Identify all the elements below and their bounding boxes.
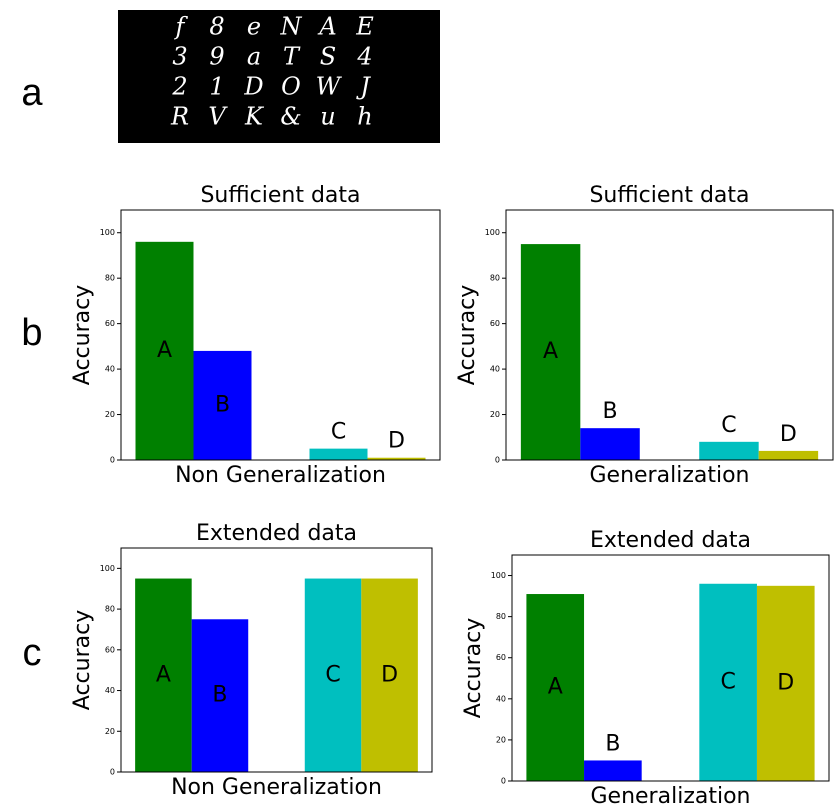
y-axis-label: Accuracy	[70, 285, 95, 385]
glyph: E	[355, 13, 374, 41]
y-tick-label: 40	[490, 365, 500, 374]
y-axis-label: Accuracy	[455, 285, 480, 385]
bar-label: B	[602, 399, 617, 424]
glyph: K	[244, 103, 265, 131]
glyph: 9	[209, 43, 224, 71]
glyph: V	[208, 103, 228, 131]
bar-label: B	[215, 392, 230, 417]
y-tick-label: 20	[496, 735, 506, 744]
bar	[310, 449, 368, 460]
glyph: S	[320, 43, 336, 71]
panel-label: a	[21, 72, 43, 114]
glyph: D	[243, 73, 263, 101]
bar	[759, 451, 818, 460]
bar	[699, 442, 758, 460]
chart-title: Extended data	[196, 521, 357, 546]
glyph: N	[280, 13, 303, 41]
y-tick-label: 0	[495, 456, 500, 465]
glyph: O	[281, 73, 301, 101]
bar-label: A	[548, 675, 563, 700]
bar-label: D	[388, 429, 405, 454]
bar-label: C	[331, 420, 346, 445]
glyph: e	[247, 13, 261, 41]
x-axis-label: Generalization	[590, 463, 750, 488]
y-axis-label: Accuracy	[70, 610, 95, 710]
glyph: R	[170, 103, 189, 131]
y-tick-label: 60	[496, 653, 506, 662]
bar-label: C	[720, 669, 735, 694]
panel-label: c	[23, 632, 42, 674]
y-tick-label: 80	[105, 605, 115, 614]
glyph: 2	[171, 73, 187, 101]
glyph: T	[283, 43, 301, 71]
bar	[584, 760, 642, 781]
y-tick-label: 100	[100, 564, 115, 573]
bar-label: A	[543, 339, 558, 364]
y-tick-label: 40	[496, 694, 506, 703]
bar-label: B	[212, 683, 227, 708]
y-tick-label: 80	[496, 612, 506, 621]
glyph: 1	[209, 73, 224, 101]
glyph: A	[317, 13, 336, 41]
y-tick-label: 60	[105, 645, 115, 654]
glyph: 4	[356, 43, 372, 71]
bar-label: C	[721, 413, 736, 438]
glyph: W	[316, 73, 343, 101]
page: {"panel_labels": ["a", "b", "c"], "image…	[0, 0, 837, 806]
y-tick-label: 40	[105, 686, 115, 695]
glyph: &	[280, 103, 301, 131]
y-tick-label: 100	[100, 228, 115, 237]
y-tick-label: 0	[110, 456, 115, 465]
panel-label: b	[21, 312, 42, 354]
chart-title: Sufficient data	[589, 183, 749, 208]
glyph-image	[118, 10, 440, 143]
bar	[580, 428, 639, 460]
bar-label: D	[381, 662, 398, 687]
bar-label: D	[777, 670, 794, 695]
bar-label: A	[157, 338, 172, 363]
glyph: a	[247, 43, 261, 71]
glyph: u	[320, 103, 335, 131]
figure: a b c f8eNAE39aTS421DOWJRVK&uhABCD020406…	[0, 0, 837, 806]
y-axis-label: Accuracy	[461, 618, 486, 718]
x-axis-label: Generalization	[591, 784, 751, 806]
y-tick-label: 20	[490, 410, 500, 419]
y-tick-label: 40	[105, 365, 115, 374]
y-tick-label: 0	[110, 768, 115, 777]
chart-title: Sufficient data	[200, 183, 360, 208]
y-tick-label: 80	[490, 274, 500, 283]
y-tick-label: 100	[485, 228, 500, 237]
y-tick-label: 20	[105, 727, 115, 736]
y-tick-label: 60	[490, 319, 500, 328]
x-axis-label: Non Generalization	[175, 463, 386, 488]
x-axis-label: Non Generalization	[171, 775, 382, 800]
y-tick-label: 80	[105, 274, 115, 283]
y-tick-label: 20	[105, 410, 115, 419]
glyph: 3	[172, 43, 187, 71]
glyph: 8	[209, 13, 224, 41]
glyph: h	[357, 103, 372, 131]
chart-title: Extended data	[590, 528, 751, 553]
y-tick-label: 0	[501, 777, 506, 786]
bar-label: A	[156, 662, 171, 687]
bar-label: D	[780, 422, 797, 447]
bar-label: C	[325, 662, 340, 687]
y-tick-label: 100	[491, 571, 506, 580]
y-tick-label: 60	[105, 319, 115, 328]
bar-label: B	[605, 731, 620, 756]
